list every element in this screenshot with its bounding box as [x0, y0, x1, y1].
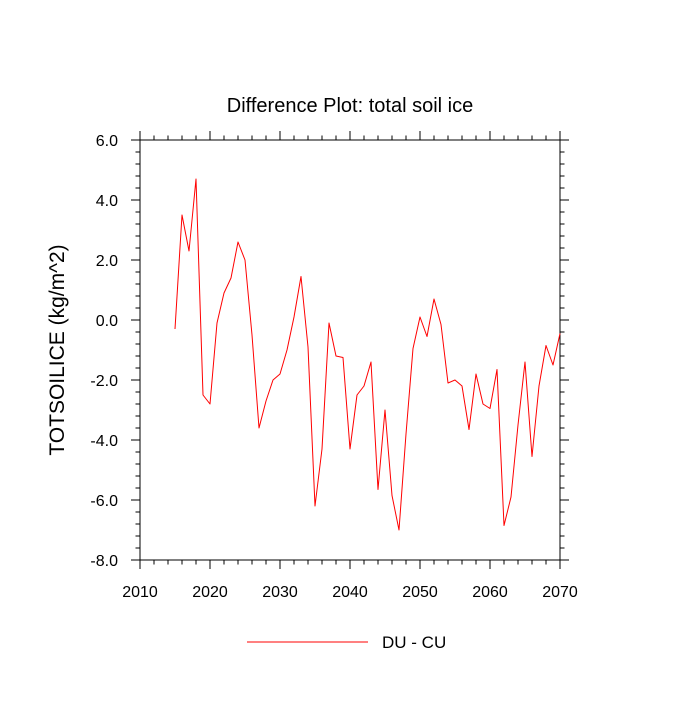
y-tick-label: 4.0 — [96, 193, 118, 210]
y-tick-label: 0.0 — [96, 313, 118, 330]
y-tick-label: -8.0 — [90, 553, 118, 570]
x-tick-label: 2040 — [332, 584, 368, 601]
x-tick-label: 2030 — [262, 584, 298, 601]
x-tick-label: 2060 — [472, 584, 508, 601]
axis-tick-labels: 2010 2020 2030 2040 2050 2060 2070 -8.0 -6.0 -4.0… — [90, 133, 577, 601]
series-layer — [174, 178, 561, 531]
plot-frame — [139, 139, 561, 561]
chart-title: Difference Plot: total soil ice — [227, 95, 473, 117]
legend-label-du-cu: DU - CU — [382, 633, 446, 652]
x-tick-label: 2020 — [192, 584, 228, 601]
series-line-du-cu — [174, 178, 561, 531]
legend: DU - CU — [247, 633, 446, 652]
axis-ticks — [131, 131, 569, 569]
x-tick-label: 2050 — [402, 584, 438, 601]
y-tick-label: -2.0 — [90, 373, 118, 390]
x-tick-label: 2010 — [122, 584, 158, 601]
y-tick-label: 6.0 — [96, 133, 118, 150]
y-tick-label: 2.0 — [96, 253, 118, 270]
y-tick-label: -4.0 — [90, 433, 118, 450]
y-tick-label: -6.0 — [90, 493, 118, 510]
x-tick-label: 2070 — [542, 584, 578, 601]
y-axis-label: TOTSOILICE (kg/m^2) — [46, 244, 69, 455]
